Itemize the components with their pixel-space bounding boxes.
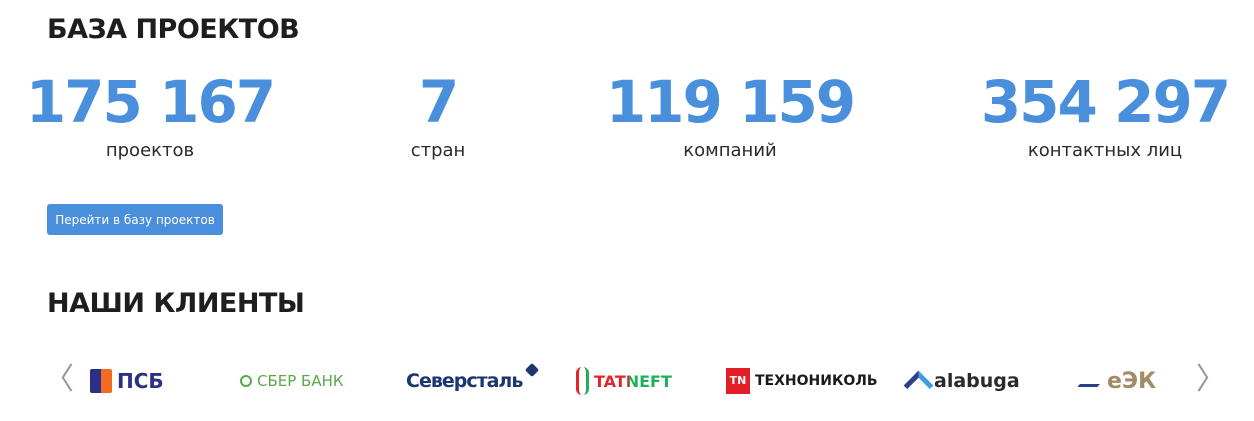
logo-text: Северсталь (406, 370, 523, 392)
eek-bird-icon (1077, 375, 1107, 387)
logo-text: СБЕР БАНК (257, 372, 344, 390)
logo-eek[interactable]: еЭК (1077, 365, 1157, 397)
logo-alabuga[interactable]: alabuga (903, 365, 1020, 400)
stat-label: стран (410, 140, 466, 161)
tatneft-flame-icon (576, 367, 589, 395)
severstal-mark-icon (525, 362, 540, 378)
stat-projects: 175 167 проектов (0, 70, 300, 161)
logo-text: еЭК (1107, 368, 1157, 394)
stat-value: 7 (418, 68, 459, 136)
logo-psb[interactable]: ПСБ (90, 365, 164, 397)
psb-mark-icon (90, 369, 112, 393)
stat-contacts: 354 297 контактных лиц (955, 70, 1254, 161)
logo-text: ПСБ (117, 369, 164, 393)
sber-check-icon (240, 375, 252, 387)
logo-text: ТЕХНОНИКОЛЬ (755, 373, 878, 389)
logo-sberbank[interactable]: СБЕР БАНК (240, 365, 344, 397)
stat-value: 354 297 (980, 68, 1231, 136)
alabuga-mark-icon (903, 370, 934, 400)
logo-text: TATNEFT (594, 371, 672, 391)
chevron-right-icon[interactable]: 〉 (1196, 362, 1226, 397)
stat-value: 175 167 (25, 68, 276, 136)
logo-text: alabuga (934, 370, 1020, 392)
stat-label: контактных лиц (1027, 140, 1183, 161)
logo-tekhnonikol[interactable]: TN ТЕХНОНИКОЛЬ (726, 365, 878, 397)
section-title-clients: НАШИ КЛИЕНТЫ (47, 288, 305, 319)
go-to-projects-button[interactable]: Перейти в базу проектов (47, 204, 223, 235)
section-title-projects: БАЗА ПРОЕКТОВ (47, 14, 300, 45)
stat-value: 119 159 (605, 68, 856, 136)
chevron-left-icon[interactable]: 〈 (44, 362, 74, 397)
stat-label: проектов (105, 140, 195, 161)
stat-companies: 119 159 компаний (580, 70, 880, 161)
logo-severstal[interactable]: Северсталь (406, 362, 540, 397)
logo-tatneft[interactable]: TATNEFT (576, 365, 672, 397)
stat-label: компаний (683, 140, 777, 161)
stat-countries: 7 стран (288, 70, 588, 161)
tn-mark-icon: TN (726, 368, 750, 394)
